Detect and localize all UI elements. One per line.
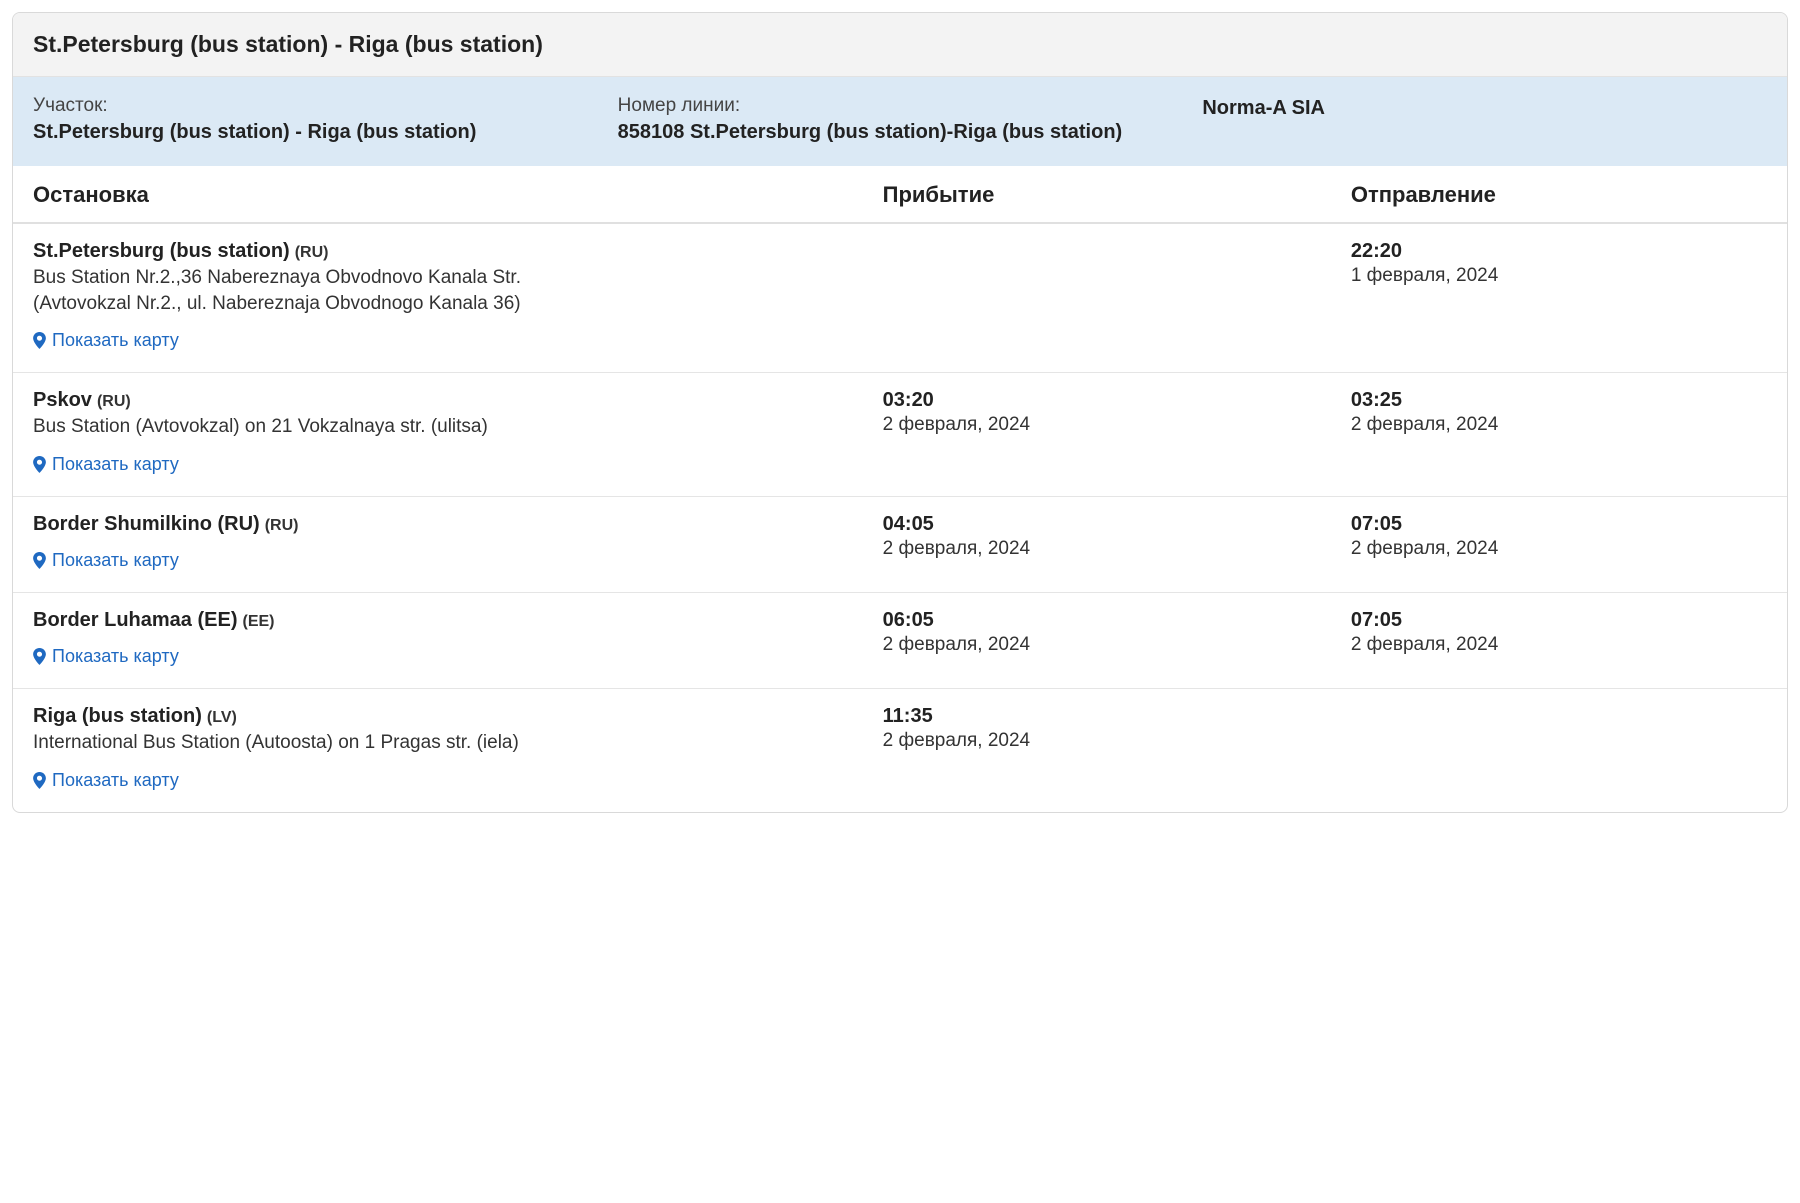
stop-address: Bus Station (Avtovokzal) on 21 Vokzalnay… xyxy=(33,414,593,440)
departure-time: 07:05 xyxy=(1351,609,1767,632)
arrival-date: 2 февраля, 2024 xyxy=(883,634,1331,656)
show-map-link[interactable]: Показать карту xyxy=(33,770,179,791)
arrival-time: 04:05 xyxy=(883,513,1331,536)
arrival-time: 06:05 xyxy=(883,609,1331,632)
stop-cell: St.Petersburg (bus station) (RU) Bus Sta… xyxy=(33,240,883,354)
stop-country-code: (LV) xyxy=(207,709,237,726)
departure-date: 2 февраля, 2024 xyxy=(1351,538,1767,560)
departure-cell: 22:20 1 февраля, 2024 xyxy=(1351,240,1767,354)
col-header-arrival: Прибытие xyxy=(883,182,1351,208)
stop-country-code: (RU) xyxy=(265,517,299,534)
show-map-link[interactable]: Показать карту xyxy=(33,330,179,351)
departure-time: 07:05 xyxy=(1351,513,1767,536)
show-map-label: Показать карту xyxy=(52,330,179,351)
stop-address: International Bus Station (Autoosta) on … xyxy=(33,730,593,756)
stop-cell: Pskov (RU) Bus Station (Avtovokzal) on 2… xyxy=(33,389,883,478)
arrival-cell xyxy=(883,240,1351,354)
line-value: 858108 St.Petersburg (bus station)-Riga … xyxy=(618,119,1183,146)
stop-row: Pskov (RU) Bus Station (Avtovokzal) on 2… xyxy=(13,373,1787,497)
stop-cell: Border Shumilkino (RU) (RU) Показать кар… xyxy=(33,513,883,574)
operator-block: Norma-A SIA xyxy=(1202,95,1767,146)
panel-title: St.Petersburg (bus station) - Riga (bus … xyxy=(13,13,1787,77)
col-header-departure: Отправление xyxy=(1351,182,1767,208)
stop-country-code: (RU) xyxy=(97,393,131,410)
arrival-date: 2 февраля, 2024 xyxy=(883,730,1331,752)
show-map-label: Показать карту xyxy=(52,550,179,571)
show-map-link[interactable]: Показать карту xyxy=(33,646,179,667)
stop-address: Bus Station Nr.2.,36 Nabereznaya Obvodno… xyxy=(33,265,593,316)
departure-cell: 07:05 2 февраля, 2024 xyxy=(1351,513,1767,574)
departure-time: 03:25 xyxy=(1351,389,1767,412)
show-map-link[interactable]: Показать карту xyxy=(33,454,179,475)
segment-label: Участок: xyxy=(33,95,598,117)
show-map-label: Показать карту xyxy=(52,770,179,791)
segment-value: St.Petersburg (bus station) - Riga (bus … xyxy=(33,119,598,146)
arrival-date: 2 февраля, 2024 xyxy=(883,538,1331,560)
show-map-label: Показать карту xyxy=(52,454,179,475)
stops-list: St.Petersburg (bus station) (RU) Bus Sta… xyxy=(13,224,1787,812)
show-map-link[interactable]: Показать карту xyxy=(33,550,179,571)
line-label: Номер линии: xyxy=(618,95,1183,117)
stop-row: Border Luhamaa (EE) (EE) Показать карту … xyxy=(13,593,1787,689)
map-pin-icon xyxy=(33,772,46,789)
departure-date: 2 февраля, 2024 xyxy=(1351,414,1767,436)
departure-date: 2 февраля, 2024 xyxy=(1351,634,1767,656)
arrival-cell: 03:20 2 февраля, 2024 xyxy=(883,389,1351,478)
segment-block: Участок: St.Petersburg (bus station) - R… xyxy=(33,95,598,146)
arrival-cell: 06:05 2 февраля, 2024 xyxy=(883,609,1351,670)
stop-name: Border Luhamaa (EE) xyxy=(33,609,237,631)
stop-cell: Border Luhamaa (EE) (EE) Показать карту xyxy=(33,609,883,670)
stop-name: Border Shumilkino (RU) xyxy=(33,513,260,535)
stop-row: Riga (bus station) (LV) International Bu… xyxy=(13,689,1787,812)
info-bar: Участок: St.Petersburg (bus station) - R… xyxy=(13,77,1787,166)
departure-cell: 03:25 2 февраля, 2024 xyxy=(1351,389,1767,478)
stop-country-code: (EE) xyxy=(243,613,275,630)
line-block: Номер линии: 858108 St.Petersburg (bus s… xyxy=(618,95,1183,146)
stop-row: Border Shumilkino (RU) (RU) Показать кар… xyxy=(13,497,1787,593)
route-panel: St.Petersburg (bus station) - Riga (bus … xyxy=(12,12,1788,813)
arrival-time: 11:35 xyxy=(883,705,1331,728)
arrival-date: 2 февраля, 2024 xyxy=(883,414,1331,436)
col-header-stop: Остановка xyxy=(33,182,883,208)
table-header-row: Остановка Прибытие Отправление xyxy=(13,166,1787,224)
arrival-cell: 04:05 2 февраля, 2024 xyxy=(883,513,1351,574)
map-pin-icon xyxy=(33,332,46,349)
show-map-label: Показать карту xyxy=(52,646,179,667)
stop-row: St.Petersburg (bus station) (RU) Bus Sta… xyxy=(13,224,1787,373)
operator-name: Norma-A SIA xyxy=(1202,95,1767,122)
map-pin-icon xyxy=(33,456,46,473)
departure-time: 22:20 xyxy=(1351,240,1767,263)
arrival-cell: 11:35 2 февраля, 2024 xyxy=(883,705,1351,794)
departure-date: 1 февраля, 2024 xyxy=(1351,265,1767,287)
map-pin-icon xyxy=(33,552,46,569)
stop-country-code: (RU) xyxy=(295,244,329,261)
map-pin-icon xyxy=(33,648,46,665)
stop-cell: Riga (bus station) (LV) International Bu… xyxy=(33,705,883,794)
stop-name: Pskov xyxy=(33,389,92,411)
stop-name: St.Petersburg (bus station) xyxy=(33,240,290,262)
arrival-time: 03:20 xyxy=(883,389,1331,412)
stop-name: Riga (bus station) xyxy=(33,705,202,727)
departure-cell xyxy=(1351,705,1767,794)
departure-cell: 07:05 2 февраля, 2024 xyxy=(1351,609,1767,670)
